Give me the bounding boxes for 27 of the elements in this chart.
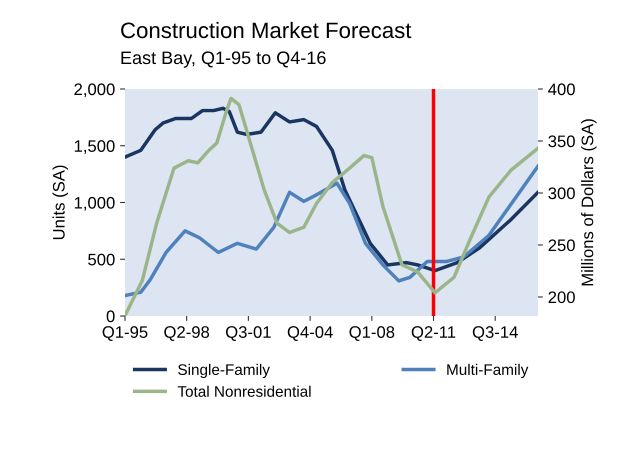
chart-subtitle: East Bay, Q1-95 to Q4-16 [121, 51, 326, 68]
y-tick-label: 1,000 [74, 196, 115, 211]
x-tick-label: Q2-98 [164, 326, 210, 341]
chart-title: Construction Market Forecast [121, 22, 412, 38]
y-tick-label: 2,000 [74, 83, 115, 98]
line-series [125, 164, 538, 298]
x-tick-label: Q2-11 [412, 326, 456, 341]
x-tick-label: Q3-01 [226, 326, 271, 341]
y2-tick-label: 350 [548, 135, 575, 148]
y-tick-label: 1,500 [74, 140, 115, 154]
x-tick-label: Q1-95 [102, 326, 148, 341]
y2-tick-label: 200 [548, 291, 575, 304]
line-series [125, 106, 538, 272]
y2-tick-label: 250 [548, 239, 575, 252]
y-axis-title: Units (SA) [52, 166, 68, 240]
legend-label: Single-Family [178, 364, 270, 378]
y2-axis-title: Millions of Dollars (SA) [581, 119, 597, 286]
x-tick-label: Q3-14 [472, 326, 518, 341]
y2-tick-label: 400 [548, 83, 575, 96]
x-tick-label: Q1-08 [349, 326, 394, 341]
y-tick-label: 0 [106, 310, 115, 322]
y-tick-label: 500 [88, 254, 115, 266]
legend-label: Multi-Family [447, 364, 528, 378]
x-tick-label: Q4-04 [288, 326, 333, 341]
line-series [125, 96, 538, 316]
y2-tick-label: 300 [548, 187, 575, 200]
legend-label: Total Nonresidential [178, 386, 311, 397]
